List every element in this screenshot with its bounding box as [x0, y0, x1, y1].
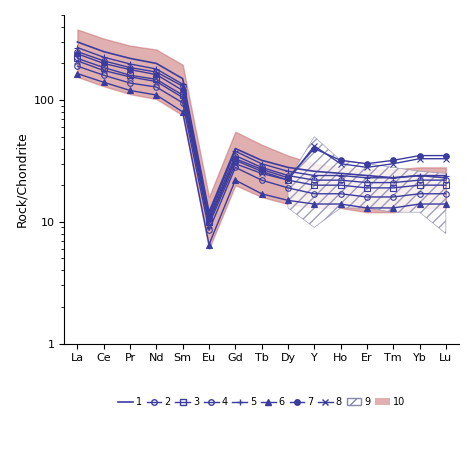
Y-axis label: Rock/Chondrite: Rock/Chondrite: [15, 132, 28, 227]
Legend: 1, 2, 3, 4, 5, 6, 7, 8, 9, 10: 1, 2, 3, 4, 5, 6, 7, 8, 9, 10: [115, 393, 409, 411]
